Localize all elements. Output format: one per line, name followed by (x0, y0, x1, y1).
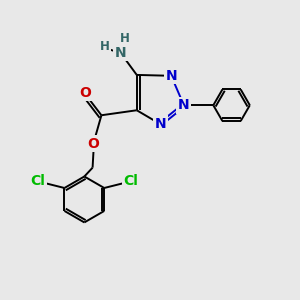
Text: Cl: Cl (123, 174, 138, 188)
Text: O: O (88, 136, 99, 151)
Text: Cl: Cl (31, 174, 45, 188)
Text: N: N (165, 69, 177, 83)
Text: N: N (178, 98, 190, 112)
Text: H: H (120, 32, 130, 46)
Text: O: O (79, 85, 91, 100)
Text: N: N (115, 46, 126, 60)
Text: H: H (99, 40, 109, 53)
Text: N: N (154, 117, 166, 131)
